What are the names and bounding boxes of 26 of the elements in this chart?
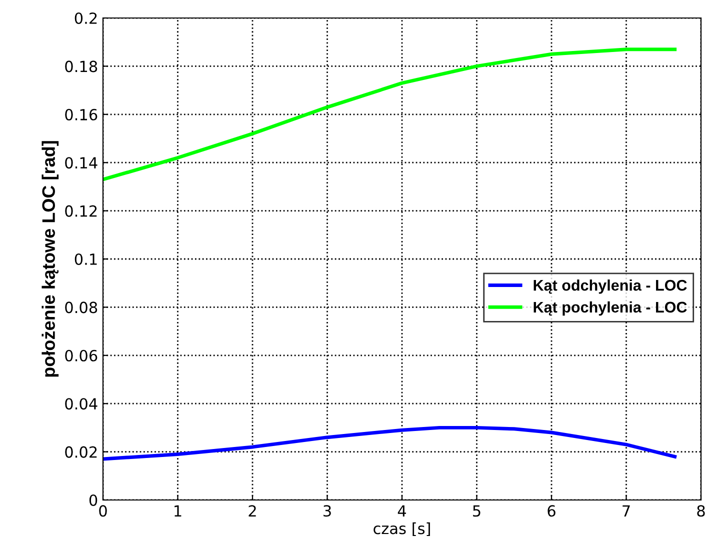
line-series <box>103 426 677 461</box>
y-tick-label: 0.12 <box>65 205 97 217</box>
x-axis-title: czas [s] <box>374 522 430 536</box>
x-tick-label: 8 <box>697 505 705 517</box>
y-tick-label: 0.08 <box>65 302 98 314</box>
x-tick-label: 4 <box>398 505 406 516</box>
y-tick-label: 0.06 <box>65 350 98 362</box>
y-tick-label: 0 <box>89 494 98 506</box>
y-tick-label: 0.1 <box>74 253 97 266</box>
y-tick-label: 0.16 <box>65 108 98 120</box>
y-tick-label: 0.2 <box>74 12 97 24</box>
y-tick-label: 0.14 <box>65 157 98 169</box>
legend-label: Kąt odchylenia - LOC <box>534 280 687 294</box>
x-tick-label: 3 <box>324 505 331 517</box>
x-tick-label: 7 <box>622 505 630 516</box>
x-tick-label: 1 <box>174 505 182 516</box>
y-tick-label: 0.02 <box>65 446 97 458</box>
x-tick-label: 2 <box>248 505 256 516</box>
line-series <box>103 48 677 182</box>
x-tick-label: 5 <box>473 505 480 517</box>
y-axis-title: położenie kątowe LOC [rad] <box>42 141 59 377</box>
y-tick-label: 0.04 <box>65 398 98 410</box>
x-tick-label: 6 <box>548 505 556 517</box>
legend-label: Kąt pochylenia - LOC <box>534 301 687 316</box>
x-tick-label: 0 <box>99 505 107 517</box>
y-tick-label: 0.18 <box>65 60 98 72</box>
